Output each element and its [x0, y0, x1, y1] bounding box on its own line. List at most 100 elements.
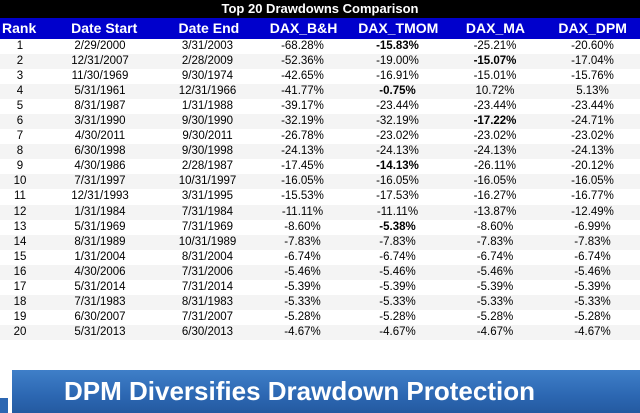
- cell-dax-ma: -16.27%: [473, 190, 517, 203]
- cell-date-end: 3/31/2003: [181, 40, 234, 52]
- cell-dax-ma: -13.87%: [473, 205, 517, 218]
- cell-dax-dpm: -4.67%: [574, 325, 611, 338]
- cell-dax-ma: -5.28%: [476, 310, 514, 323]
- cell-date-end: 9/30/1974: [181, 70, 234, 83]
- cell-date-start: 5/31/2013: [74, 325, 126, 338]
- cell-dax-ma: -26.11%: [474, 160, 516, 173]
- cell-dax-tmom: -16.91%: [376, 70, 419, 83]
- cell-date-end: 10/31/1989: [178, 235, 237, 248]
- cell-dax-ma: -25.21%: [473, 40, 517, 52]
- cell-dax-tmom: -0.75%: [379, 85, 416, 98]
- cell-date-end: 3/31/1995: [181, 190, 234, 203]
- header-date-start: Date Start: [71, 20, 138, 36]
- cell-dax-tmom: -11.11%: [376, 205, 419, 218]
- cell-date-end: 2/28/1987: [181, 160, 234, 173]
- cell-dax-bh: -8.60%: [284, 220, 321, 233]
- cell-date-start: 12/31/2007: [71, 55, 129, 68]
- table-row: 2 12/31/2007 2/28/2009 -52.36% -19.00% -15.07…: [0, 54, 640, 70]
- cell-rank: 13: [13, 220, 27, 233]
- table-row: 5 8/31/1987 1/31/1988 -39.17% -23.44% -23.44%…: [0, 99, 640, 114]
- cell-rank: 1: [16, 40, 24, 52]
- cell-date-end: 10/31/1997: [178, 175, 237, 188]
- cell-dax-bh: -52.36%: [281, 55, 324, 68]
- cell-dax-dpm: -5.46%: [574, 265, 611, 278]
- cell-dax-ma: -23.44%: [473, 100, 517, 113]
- cell-date-start: 1/31/1984: [74, 205, 126, 218]
- table-body: 1 2/29/2000 3/31/2003 -68.28% -15.83% -25.21%…: [0, 39, 640, 340]
- table-row: 14 8/31/1989 10/31/1989 -7.83% -7.83% -7.83% -…: [0, 234, 640, 250]
- table-title: Top 20 Drawdowns Comparison: [0, 0, 640, 18]
- cell-dax-dpm: 5.13%: [576, 85, 609, 98]
- cell-dax-tmom: -16.05%: [376, 175, 419, 188]
- cell-dax-tmom: -5.28%: [379, 310, 416, 323]
- cell-date-end: 7/31/2006: [181, 265, 234, 278]
- cell-date-start: 11/30/1969: [71, 70, 129, 83]
- cell-date-start: 5/31/1961: [74, 85, 126, 98]
- cell-date-start: 6/30/1998: [74, 145, 126, 158]
- cell-dax-dpm: -6.99%: [574, 220, 611, 233]
- table-row: 19 6/30/2007 7/31/2007 -5.28% -5.28% -5.28% -5…: [0, 310, 640, 325]
- cell-date-end: 7/31/1969: [181, 220, 234, 233]
- cell-rank: 12: [13, 205, 27, 218]
- cell-date-start: 6/30/2007: [74, 310, 126, 323]
- cell-dax-dpm: -5.39%: [574, 280, 611, 293]
- cell-date-start: 5/31/2014: [74, 280, 126, 293]
- cell-dax-dpm: -15.76%: [571, 70, 614, 83]
- cell-dax-tmom: -19.00%: [376, 55, 419, 68]
- cell-dax-dpm: -17.04%: [571, 55, 614, 68]
- cell-dax-tmom: -5.39%: [379, 280, 416, 293]
- cell-dax-bh: -24.13%: [281, 145, 324, 158]
- table-row: 3 11/30/1969 9/30/1974 -42.65% -16.91% -15.01…: [0, 69, 640, 84]
- table-header-row: Rank Date Start Date End DAX_B&H DAX_TMOM DAX…: [0, 18, 640, 39]
- cell-dax-tmom: -5.38%: [379, 220, 416, 233]
- cell-dax-tmom: -4.67%: [379, 325, 416, 338]
- table-row: 16 4/30/2006 7/31/2006 -5.46% -5.46% -5.46% -5…: [0, 264, 640, 280]
- cell-dax-ma: -8.60%: [476, 220, 514, 233]
- table-row: 7 4/30/2011 9/30/2011 -26.78% -23.02% -23.02%…: [0, 129, 640, 144]
- table-row: 9 4/30/1986 2/28/1987 -17.45% -14.13% -26.11%…: [0, 159, 640, 174]
- cell-dax-dpm: -16.05%: [571, 175, 614, 188]
- cell-date-start: 7/31/1983: [74, 295, 126, 308]
- cell-dax-dpm: -23.02%: [571, 130, 614, 143]
- table-row: 15 1/31/2004 8/31/2004 -6.74% -6.74% -6.74% -6…: [0, 250, 640, 265]
- cell-date-end: 6/30/2013: [181, 325, 234, 338]
- cell-dax-bh: -7.83%: [284, 235, 321, 248]
- cell-dax-tmom: -5.46%: [379, 265, 416, 278]
- cell-date-end: 1/31/1988: [181, 100, 234, 113]
- drawdown-table: Top 20 Drawdowns Comparison Rank Date Sta…: [0, 0, 640, 340]
- cell-dax-tmom: -23.02%: [376, 130, 419, 143]
- cell-rank: 11: [14, 190, 26, 203]
- cell-rank: 15: [13, 250, 27, 263]
- cell-rank: 5: [16, 100, 24, 113]
- cell-date-start: 4/30/1986: [74, 160, 126, 173]
- cell-dax-bh: -42.65%: [281, 70, 324, 83]
- cell-dax-dpm: -16.77%: [571, 190, 614, 203]
- cell-rank: 4: [16, 85, 24, 98]
- cell-dax-dpm: -20.12%: [571, 160, 614, 173]
- table-row: 6 3/31/1990 9/30/1990 -32.19% -32.19% -17.22%…: [0, 114, 640, 130]
- table-row: 12 1/31/1984 7/31/1984 -11.11% -11.11% -13.87…: [0, 204, 640, 220]
- banner-title: DPM Diversifies Drawdown Protection: [12, 370, 640, 413]
- cell-date-start: 3/31/1990: [74, 115, 126, 128]
- cell-dax-ma: -15.07%: [473, 55, 517, 68]
- cell-date-end: 8/31/1983: [181, 295, 234, 308]
- cell-rank: 17: [13, 280, 27, 293]
- cell-date-start: 4/30/2011: [74, 130, 126, 143]
- cell-dax-tmom: -6.74%: [379, 250, 416, 263]
- cell-dax-tmom: -5.33%: [379, 295, 416, 308]
- header-date-end: Date End: [178, 20, 240, 36]
- cell-dax-tmom: -23.44%: [376, 100, 419, 113]
- header-dax-dpm: DAX_DPM: [558, 20, 627, 36]
- cell-dax-ma: -6.74%: [476, 250, 514, 263]
- cell-dax-bh: -16.05%: [281, 175, 324, 188]
- cell-date-end: 9/30/1998: [181, 145, 234, 158]
- cell-date-end: 7/31/1984: [181, 205, 234, 218]
- cell-dax-bh: -11.11%: [281, 205, 324, 218]
- cell-dax-ma: -5.46%: [476, 265, 514, 278]
- cell-dax-ma: -23.02%: [473, 130, 517, 143]
- cell-dax-ma: -4.67%: [476, 325, 514, 338]
- cell-date-start: 12/31/1993: [71, 190, 129, 203]
- cell-date-end: 9/30/2011: [182, 130, 233, 143]
- table-row: 10 7/31/1997 10/31/1997 -16.05% -16.05% -16.0…: [0, 174, 640, 190]
- cell-rank: 6: [16, 115, 24, 128]
